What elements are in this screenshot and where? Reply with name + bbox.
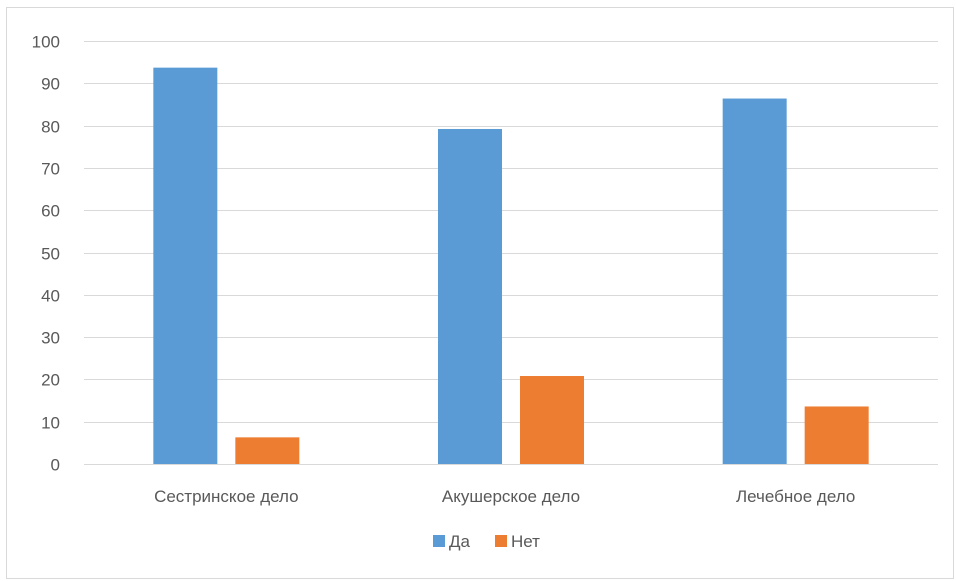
y-tick-label: 50 <box>41 245 60 264</box>
y-tick-label: 30 <box>41 329 60 348</box>
y-tick-label: 90 <box>41 75 60 94</box>
bar-net-2 <box>520 376 584 464</box>
x-axis-category-labels: Сестринское дело Акушерское дело Лечебное … <box>154 487 855 506</box>
y-tick-label: 60 <box>41 202 60 221</box>
legend-label-net: Нет <box>511 532 540 551</box>
bars <box>153 67 869 465</box>
y-tick-label: 10 <box>41 414 60 433</box>
category-label: Лечебное дело <box>736 487 855 506</box>
y-tick-label: 0 <box>51 456 60 475</box>
bar-net-3 <box>804 406 869 464</box>
bar-net-1 <box>235 437 300 464</box>
legend-swatch-net <box>495 535 507 547</box>
y-axis-tick-labels: 0 10 20 30 40 50 60 70 80 90 100 <box>32 33 60 475</box>
y-tick-label: 40 <box>41 287 60 306</box>
legend-label-da: Да <box>449 532 471 551</box>
y-tick-label: 80 <box>41 118 60 137</box>
y-tick-label: 70 <box>41 160 60 179</box>
y-tick-label: 100 <box>32 33 60 52</box>
y-tick-label: 20 <box>41 371 60 390</box>
legend: Да Нет <box>433 532 540 551</box>
legend-swatch-da <box>433 535 445 547</box>
bar-da-1 <box>153 67 218 465</box>
category-label: Акушерское дело <box>442 487 580 506</box>
gridlines <box>84 41 938 423</box>
category-label: Сестринское дело <box>154 487 299 506</box>
bar-da-2 <box>438 128 502 464</box>
bar-da-3 <box>722 98 787 464</box>
